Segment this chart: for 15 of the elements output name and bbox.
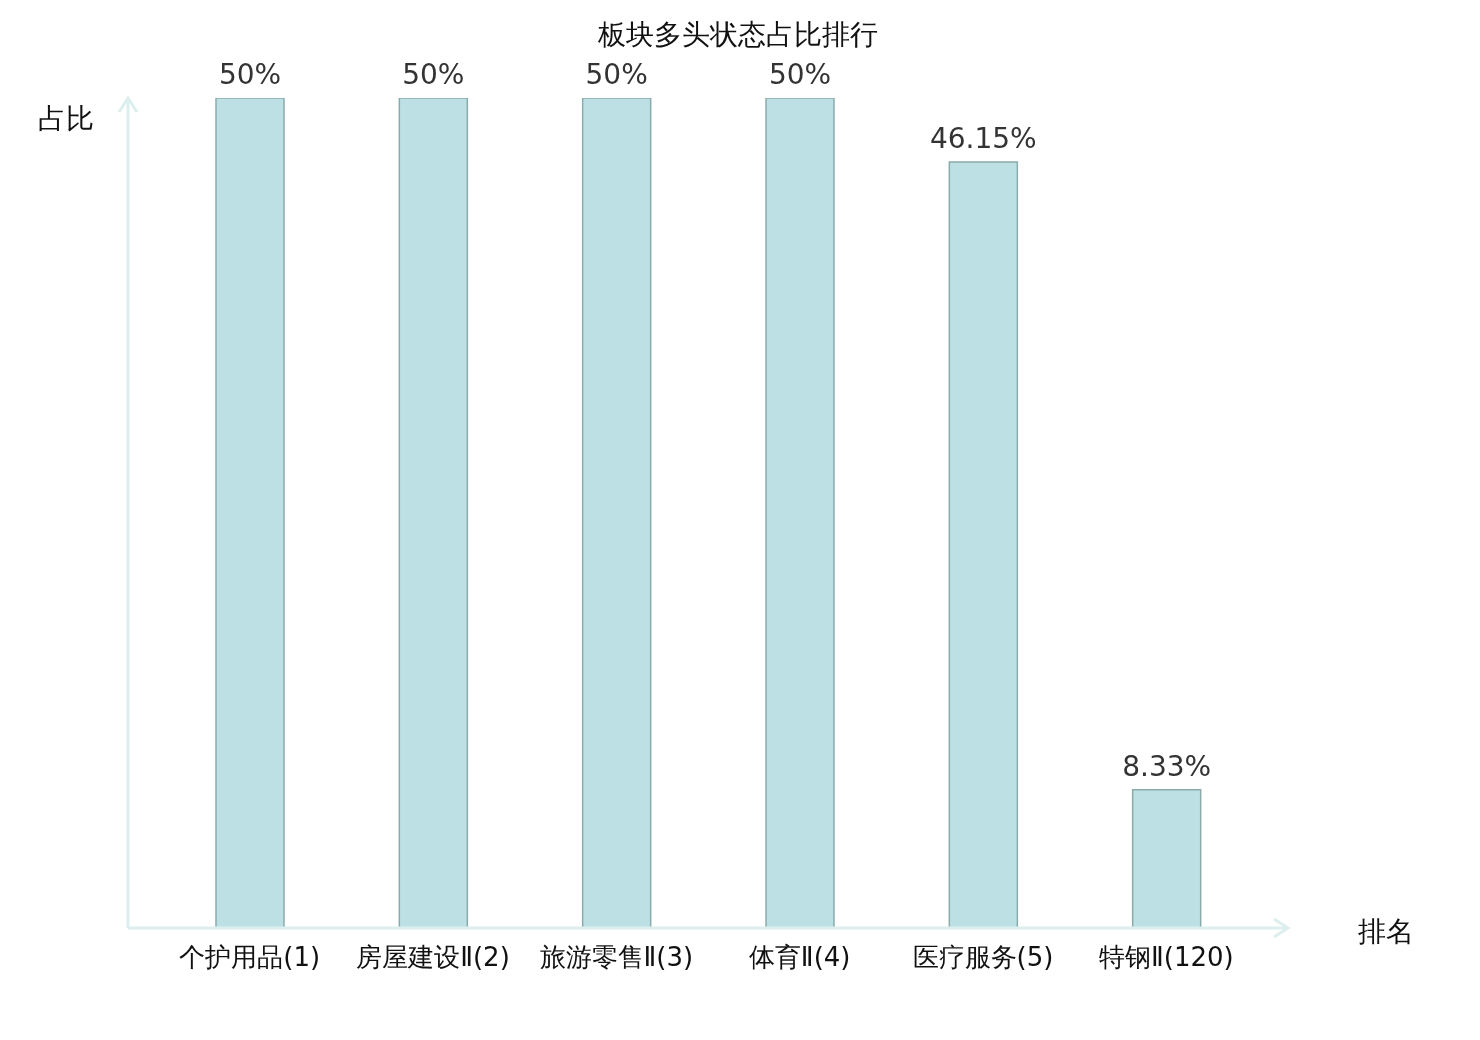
data-label: 50% bbox=[585, 58, 648, 91]
chart-title: 板块多头状态占比排行 bbox=[597, 17, 879, 53]
data-label: 46.15% bbox=[929, 121, 1037, 155]
x-tick-label: 体育Ⅱ(4) bbox=[748, 942, 851, 972]
data-label: 50% bbox=[402, 58, 465, 91]
x-tick-label: 个护用品(1) bbox=[179, 942, 321, 972]
x-tick-label: 医疗服务(5) bbox=[912, 942, 1054, 972]
y-axis-title: 占比 bbox=[38, 101, 94, 137]
x-tick-label: 特钢Ⅱ(120) bbox=[1098, 942, 1234, 972]
x-tick-label: 房屋建设Ⅱ(2) bbox=[356, 942, 510, 972]
x-tick-label: 旅游零售Ⅱ(3) bbox=[539, 942, 694, 972]
data-label: 50% bbox=[768, 58, 832, 91]
x-axis-title: 排名 bbox=[1358, 914, 1414, 950]
data-label: 8.33% bbox=[1122, 749, 1212, 783]
data-label: 50% bbox=[218, 58, 282, 91]
